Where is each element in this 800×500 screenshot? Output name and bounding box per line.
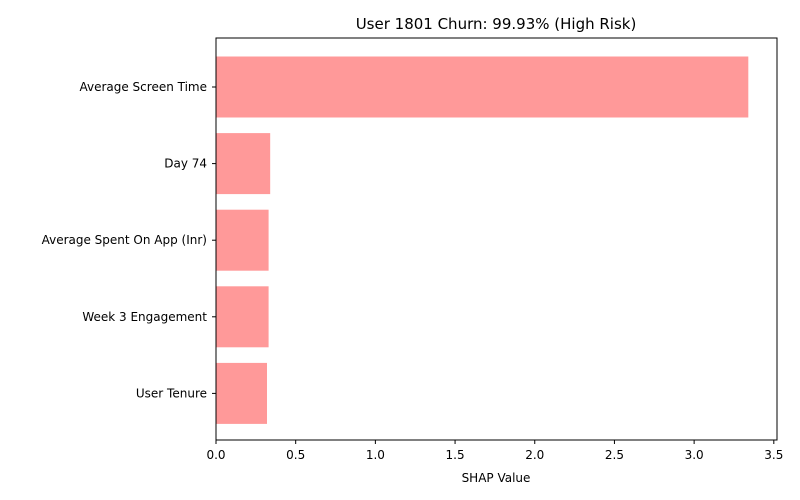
plot-frame [215,37,778,441]
x-tick-label-5: 2.5 [605,448,624,462]
y-tick-label-4: User Tenure [136,386,207,400]
chart-title: User 1801 Churn: 99.93% (High Risk) [356,15,637,33]
bar-4 [216,362,267,424]
x-axis-label: SHAP Value [462,471,531,485]
bar-0 [216,56,749,118]
bar-2 [216,209,269,271]
y-tick-label-2: Average Spent On App (Inr) [42,233,207,247]
y-tick-label-0: Average Screen Time [79,80,207,94]
y-tick-labels: Average Screen Time Day 74 Average Spent O… [42,80,216,400]
bar-3 [216,286,269,348]
x-tick-label-7: 3.5 [764,448,783,462]
x-tick-label-0: 0.0 [206,448,225,462]
x-tick-label-2: 1.0 [366,448,385,462]
x-ticks: 0.0 0.5 1.0 1.5 2.0 2.5 3.0 3.5 [206,440,783,462]
bars-group [216,56,749,424]
x-tick-label-6: 3.0 [685,448,704,462]
x-tick-label-1: 0.5 [286,448,305,462]
x-tick-label-4: 2.0 [525,448,544,462]
y-tick-label-1: Day 74 [164,157,207,171]
y-tick-label-3: Week 3 Engagement [82,310,207,324]
x-tick-label-3: 1.5 [446,448,465,462]
bar-1 [216,133,271,195]
